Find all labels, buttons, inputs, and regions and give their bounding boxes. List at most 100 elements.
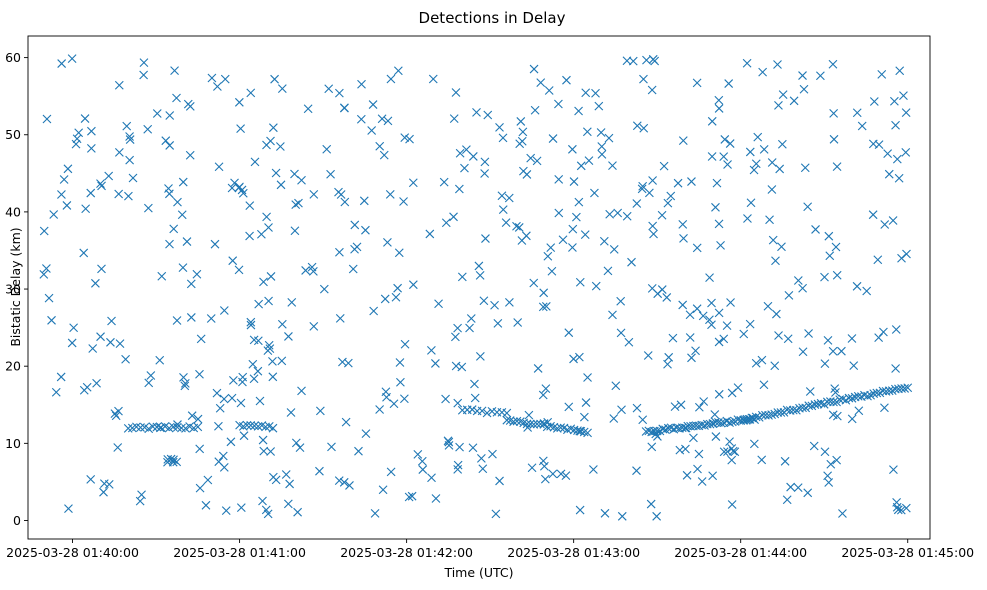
noise-point-70 [246,88,256,98]
noise-point-466 [195,369,204,379]
noise-point-108 [468,152,478,161]
noise-point-580 [64,504,73,514]
noise-point-574 [340,103,349,113]
noise-point-56 [157,271,167,281]
noise-point-366 [479,296,489,306]
noise-point-455 [828,59,838,69]
noise-point-456 [608,310,617,320]
noise-point-31 [165,111,175,120]
noise-point-464 [564,328,574,338]
noise-point-374 [662,293,672,302]
noise-point-550 [617,405,626,415]
noise-point-420 [258,435,268,445]
noise-point-361 [284,332,293,341]
noise-point-81 [221,506,231,516]
noise-point-403 [186,313,196,322]
noise-point-453 [230,178,239,188]
noise-point-226 [146,371,156,380]
noise-point-293 [343,358,353,368]
noise-point-506 [596,128,606,137]
noise-point-174 [258,496,267,506]
noise-point-519 [481,234,490,243]
noise-point-246 [164,184,173,193]
noise-point-326 [544,86,554,95]
noise-point-209 [824,231,834,241]
noise-point-531 [229,376,238,385]
noise-point-518 [113,443,123,452]
noise-point-573 [637,184,647,194]
noise-point-364 [451,88,461,97]
noise-point-103 [86,474,96,484]
noise-point-304 [591,281,601,291]
noise-point-165 [632,403,642,413]
x-tick-label: 2025-03-28 01:40:00 [6,545,139,560]
noise-point-166 [708,471,718,481]
noise-point-429 [383,237,392,247]
noise-point-282 [345,481,354,490]
noise-point-474 [155,355,165,365]
track-point-728 [751,412,761,422]
noise-point-365 [548,469,558,479]
cluster-point-788 [730,447,740,457]
noise-point-476 [694,402,704,412]
noise-point-154 [569,354,578,364]
noise-point-468 [800,163,810,173]
noise-point-477 [582,127,592,137]
noise-point-481 [749,439,759,449]
noise-point-500 [334,88,344,98]
noise-point-432 [622,211,632,221]
noise-point-255 [889,465,898,474]
noise-point-592 [470,379,479,389]
noise-point-316 [714,219,724,229]
noise-point-564 [687,177,696,186]
noise-point-433 [380,294,390,304]
noise-point-102 [339,477,349,487]
noise-point-446 [428,74,438,84]
noise-point-262 [793,483,803,493]
noise-point-479 [271,168,281,178]
noise-point-264 [724,79,734,88]
noise-point-414 [495,122,504,132]
noise-point-65 [44,293,54,303]
track-point-640 [242,420,252,430]
noise-point-368 [824,478,834,487]
track-point-676 [563,425,572,435]
noise-point-263 [583,373,592,382]
noise-point-584 [777,242,786,252]
noise-point-585 [830,384,840,393]
track-point-643 [253,421,263,431]
noise-point-13 [228,256,238,266]
noise-point-4 [745,319,755,329]
noise-point-560 [676,400,686,410]
noise-point-87 [617,511,627,521]
noise-point-512 [707,116,717,126]
noise-point-430 [297,175,306,185]
noise-point-63 [685,333,695,342]
noise-point-47 [774,331,783,340]
noise-point-498 [540,474,550,484]
noise-point-261 [182,237,192,246]
noise-point-597 [784,290,794,300]
track-point-667 [532,419,542,429]
track-point-746 [807,401,817,411]
track-point-670 [542,422,552,432]
track-point-696 [677,423,687,433]
noise-point-340 [106,337,115,347]
noise-point-397 [874,333,884,343]
noise-point-200 [315,466,324,476]
noise-point-425 [765,215,774,225]
y-axis-label: Bistatic Delay (km) [8,227,23,346]
noise-point-132 [789,96,799,106]
noise-point-399 [164,189,174,199]
noise-point-333 [777,139,787,149]
noise-point-15 [294,198,303,208]
noise-point-117 [67,54,77,63]
noise-point-201 [441,394,450,404]
track-point-641 [246,421,256,430]
noise-point-547 [378,485,388,495]
noise-point-525 [847,334,857,343]
noise-point-37 [386,74,396,84]
noise-point-233 [427,346,436,355]
noise-point-445 [286,408,296,417]
noise-point-230 [548,134,558,143]
